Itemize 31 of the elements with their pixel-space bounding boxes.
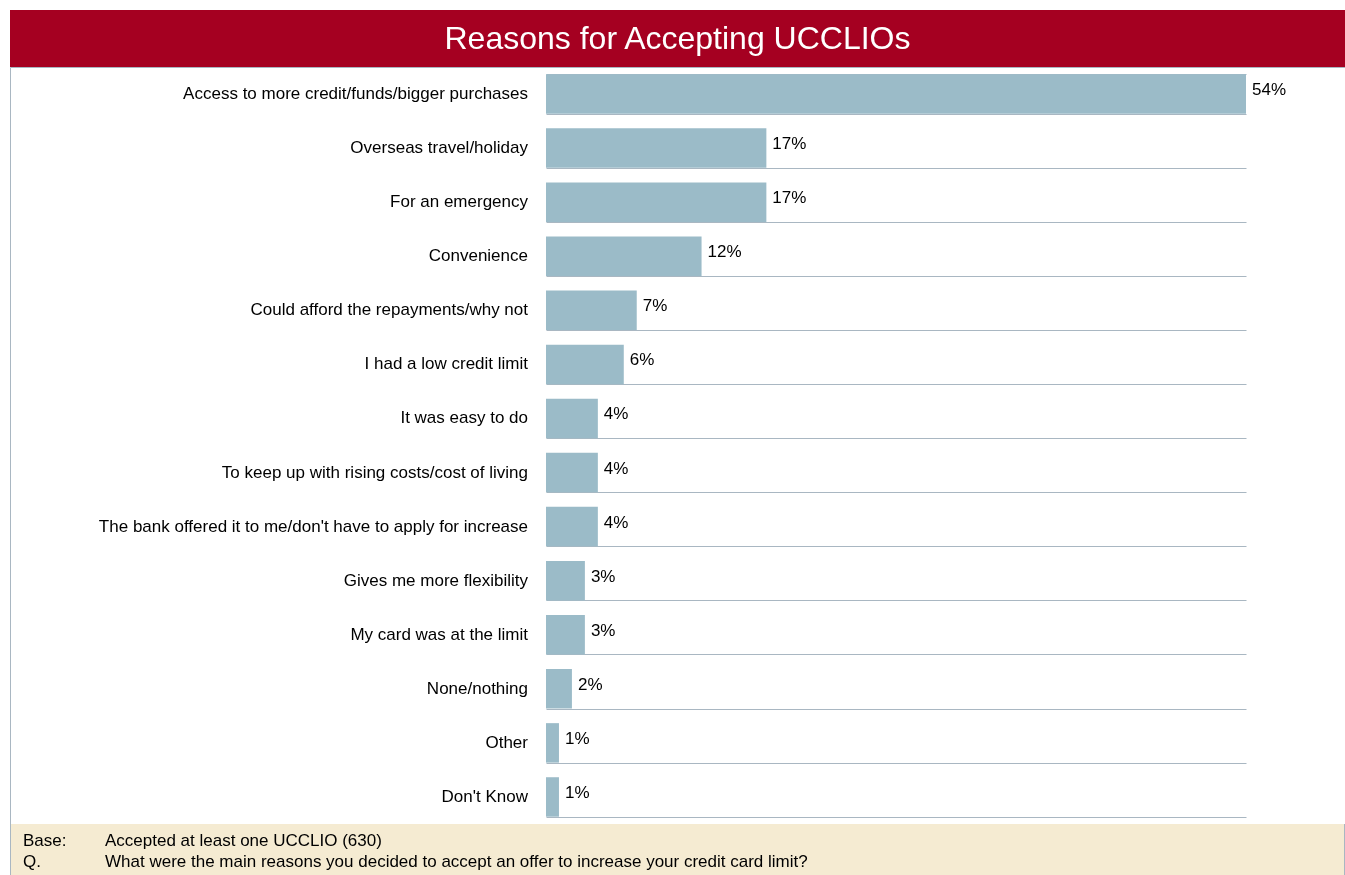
y-tick-label: Convenience <box>428 246 528 266</box>
y-tick-label: It was easy to do <box>400 408 528 428</box>
data-label: 4% <box>603 404 629 424</box>
data-label: 3% <box>590 620 616 640</box>
data-label: 12% <box>707 242 742 262</box>
y-tick-label: My card was at the limit <box>350 624 529 644</box>
data-label: 4% <box>603 512 629 532</box>
y-tick-label: None/nothing <box>426 678 528 698</box>
y-tick-label: Access to more credit/funds/bigger purchases <box>183 84 528 104</box>
y-tick-label: The bank offered it to me/don't have to apply for increase <box>98 516 528 536</box>
data-label: 17% <box>772 188 807 208</box>
data-label: 3% <box>590 566 616 586</box>
y-tick-label: Other <box>485 732 529 752</box>
text: Q. What were the main reasons you decided to accept an offer to increase your credit card limit? <box>23 852 808 871</box>
data-label: 4% <box>603 458 629 478</box>
data-label: 7% <box>642 296 668 316</box>
y-tick-label: I had a low credit limit <box>364 354 529 374</box>
data-label: 17% <box>772 134 807 154</box>
text: Base: Accepted at least one UCCLIO (630) <box>23 831 382 850</box>
data-label: 1% <box>564 782 590 802</box>
y-tick-label: For an emergency <box>390 192 529 212</box>
y-tick-label: Don't Know <box>441 786 529 806</box>
y-tick-label: Gives me more flexibility <box>343 570 529 590</box>
y-tick-label: Could afford the repayments/why not <box>250 300 529 320</box>
chart-title: Reasons for Accepting UCCLIOs <box>10 10 1345 67</box>
y-tick-label: Overseas travel/holiday <box>350 138 529 158</box>
data-label: 6% <box>629 350 655 370</box>
data-label: 1% <box>564 728 590 748</box>
data-label: 54% <box>1252 80 1287 100</box>
data-label: 2% <box>577 674 603 694</box>
y-tick-label: To keep up with rising costs/cost of living <box>221 462 528 482</box>
